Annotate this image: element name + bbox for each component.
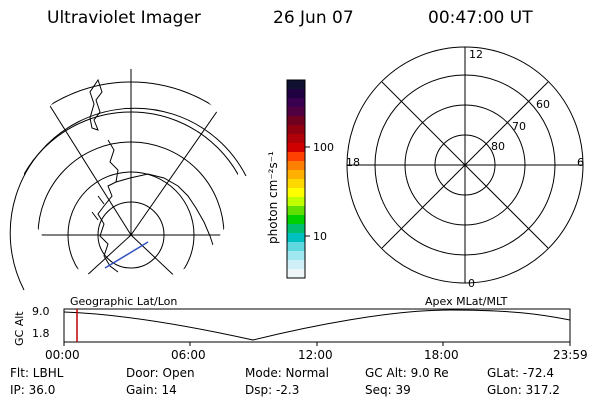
gc-xtick: 23:59 xyxy=(553,348,588,362)
ip-info: IP: 36.0 xyxy=(10,383,56,397)
coastline xyxy=(89,78,103,131)
color-bar-segment xyxy=(287,269,305,279)
gain-info: Gain: 14 xyxy=(126,383,177,397)
mlt-label-12: 12 xyxy=(469,48,483,61)
color-bar-segment xyxy=(287,125,305,135)
geographic-map xyxy=(9,69,247,291)
color-bar-segment xyxy=(287,251,305,261)
coastline xyxy=(115,173,215,249)
lon-line xyxy=(130,99,226,236)
gc-ytick-9: 9.0 xyxy=(32,305,50,318)
time-label: 00:47:00 UT xyxy=(428,8,533,28)
lon-line xyxy=(39,89,132,236)
gc-xtick: 12:00 xyxy=(298,348,333,362)
mlat-label-60: 60 xyxy=(536,98,550,111)
color-bar-segment xyxy=(287,134,305,144)
color-bar-segment xyxy=(287,152,305,162)
colorbar-unit-label: photon cm⁻²s⁻¹ xyxy=(266,151,280,244)
mlt-label-18: 18 xyxy=(346,156,360,169)
gc-xtick: 18:00 xyxy=(424,348,459,362)
glon-info: GLon: 317.2 xyxy=(487,383,560,397)
seq-info: Seq: 39 xyxy=(365,383,411,397)
app-title: Ultraviolet Imager xyxy=(47,8,201,28)
gc-ytick-1.8: 1.8 xyxy=(32,327,50,340)
color-bar-segment xyxy=(287,107,305,117)
lon-line xyxy=(59,234,132,283)
mlat-label-80: 80 xyxy=(491,140,505,153)
color-bar-segment xyxy=(287,161,305,171)
gc-xtick: 00:00 xyxy=(45,348,80,362)
mlt-label-6: 6 xyxy=(577,156,584,169)
color-bar-segment xyxy=(287,116,305,126)
mlt-line-diagonal xyxy=(381,81,549,249)
color-bar-segment xyxy=(287,170,305,180)
color-bar-segment xyxy=(287,215,305,225)
apex-grid xyxy=(346,46,584,284)
gc-x-ticks xyxy=(63,342,571,346)
lon-line xyxy=(130,234,201,283)
color-bar-segment xyxy=(287,179,305,189)
date-label: 26 Jun 07 xyxy=(273,8,354,28)
gc-alt-curve xyxy=(63,309,571,341)
geographic-label: Geographic Lat/Lon xyxy=(70,295,178,308)
color-bar xyxy=(287,80,305,279)
color-bar-segment xyxy=(287,233,305,243)
color-bar-segment xyxy=(287,242,305,252)
color-bar-frame xyxy=(286,79,306,279)
mlt-label-0: 0 xyxy=(468,277,475,290)
color-bar-segment xyxy=(287,143,305,153)
color-bar-segment xyxy=(287,188,305,198)
gc-xtick: 06:00 xyxy=(171,348,206,362)
door-info: Door: Open xyxy=(126,366,195,380)
color-bar-segment xyxy=(287,89,305,99)
gc-alt-ylabel: GC Alt xyxy=(13,311,26,346)
apex-label: Apex MLat/MLT xyxy=(425,295,508,308)
filter-info: Flt: LBHL xyxy=(10,366,64,380)
color-bar-segment xyxy=(287,260,305,270)
coastline xyxy=(97,139,119,273)
colorbar-tick-100: 100 xyxy=(313,141,334,154)
color-bar-segment xyxy=(287,224,305,234)
glat-info: GLat: -72.4 xyxy=(487,366,554,380)
color-bar-segment xyxy=(287,98,305,108)
mlat-label-70: 70 xyxy=(512,120,526,133)
satellite-track xyxy=(104,241,149,269)
dsp-info: Dsp: -2.3 xyxy=(245,383,300,397)
color-bar-segment xyxy=(287,206,305,216)
colorbar-tick-10: 10 xyxy=(313,230,327,243)
coastline xyxy=(91,195,105,221)
mode-info: Mode: Normal xyxy=(245,366,329,380)
gc-alt-info: GC Alt: 9.0 Re xyxy=(365,366,449,380)
color-bar-segment xyxy=(287,80,305,90)
color-bar-segment xyxy=(287,197,305,207)
